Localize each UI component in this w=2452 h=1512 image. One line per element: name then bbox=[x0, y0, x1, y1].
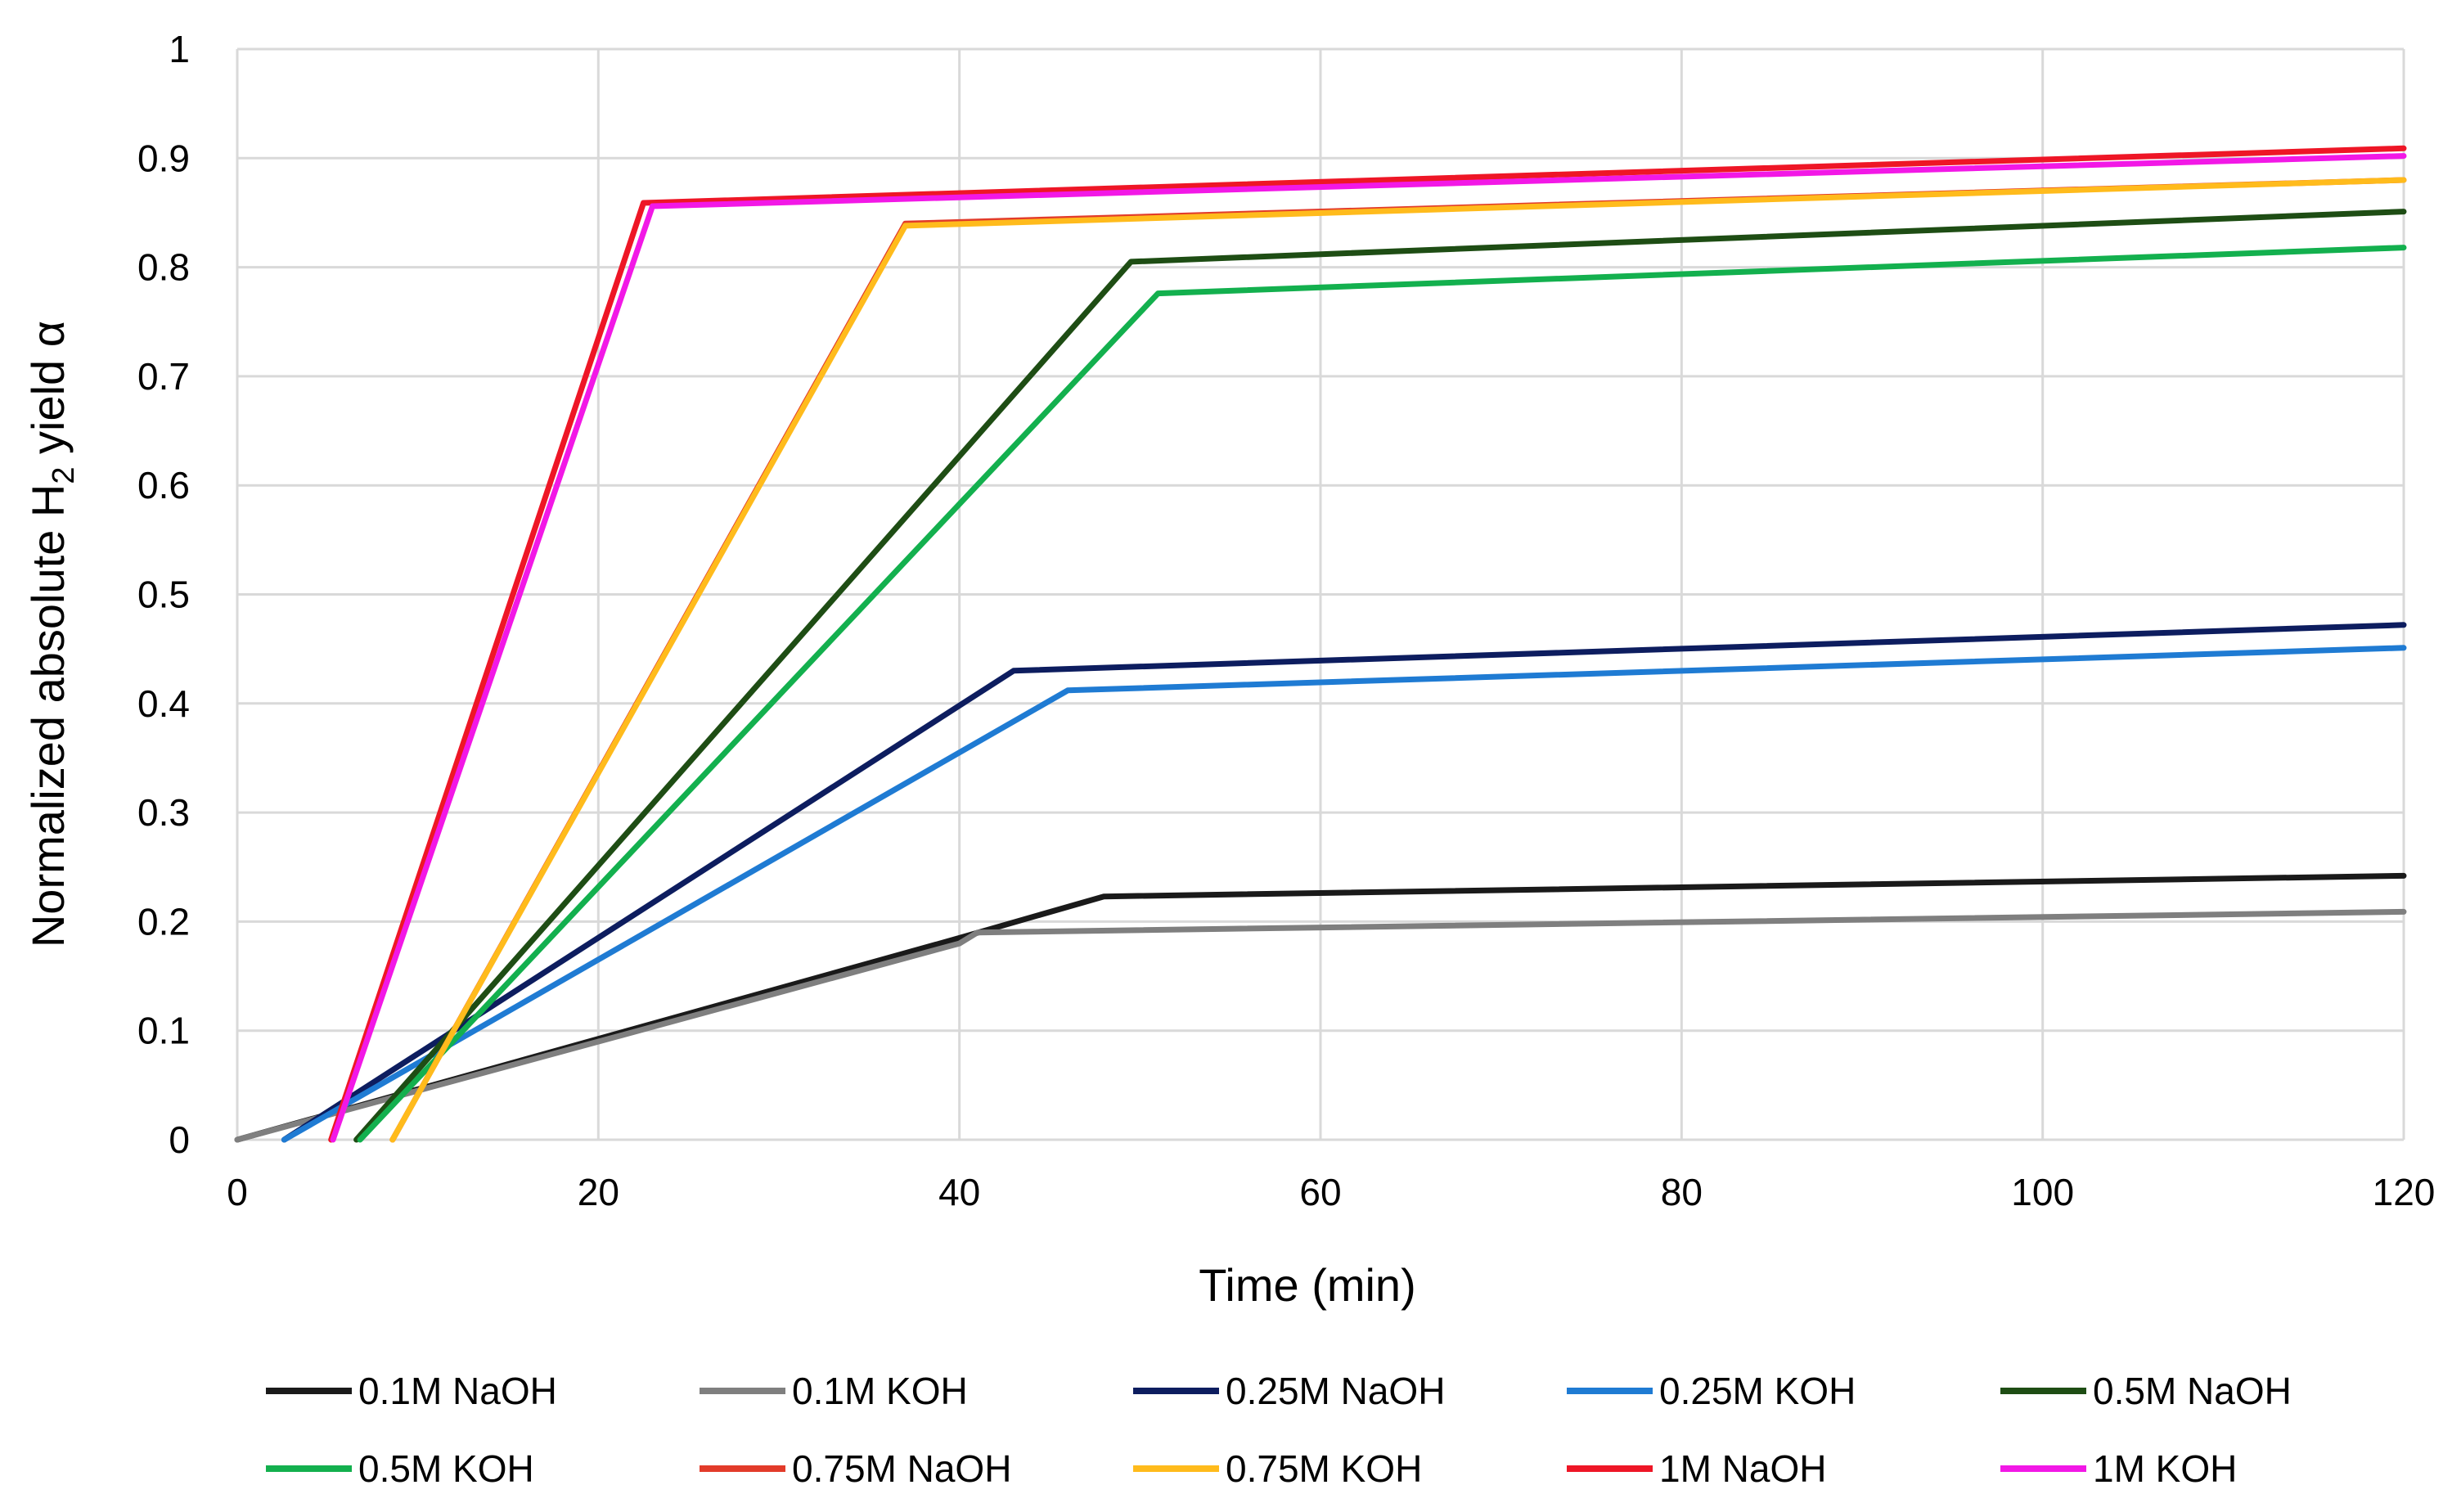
y-axis-title-rest: yield α bbox=[22, 321, 74, 467]
y-tick-label: 0.2 bbox=[137, 900, 190, 943]
legend-label-0-1m-naoh: 0.1M NaOH bbox=[358, 1370, 557, 1412]
y-tick-label: 0.8 bbox=[137, 246, 190, 289]
legend-label-0-25m-naoh: 0.25M NaOH bbox=[1226, 1370, 1445, 1412]
y-axis-title: Normalized absolute H2 yield α bbox=[22, 321, 81, 947]
y-tick-label: 0.3 bbox=[137, 791, 190, 834]
y-tick-label: 0.7 bbox=[137, 355, 190, 398]
series-line-0-25m-koh bbox=[281, 645, 2407, 1143]
x-tick-label: 120 bbox=[2373, 1171, 2436, 1213]
y-tick-label: 0 bbox=[169, 1118, 190, 1161]
legend-label-0-1m-koh: 0.1M KOH bbox=[792, 1370, 968, 1412]
y-tick-label: 0.6 bbox=[137, 464, 190, 506]
x-axis-title: Time (min) bbox=[1199, 1259, 1415, 1311]
legend-label-0-75m-naoh: 0.75M NaOH bbox=[792, 1447, 1011, 1490]
legend-label-0-5m-koh: 0.5M KOH bbox=[358, 1447, 534, 1490]
series-line-0-75m-koh bbox=[389, 177, 2407, 1143]
legend-label-1m-naoh: 1M NaOH bbox=[1659, 1447, 1826, 1490]
x-tick-label: 0 bbox=[227, 1171, 248, 1213]
x-axis-ticks: 0 20 40 60 80 100 120 bbox=[227, 1171, 2435, 1213]
x-tick-label: 100 bbox=[2011, 1171, 2074, 1213]
y-axis-title-subscript: 2 bbox=[47, 467, 81, 484]
series-line-1m-naoh bbox=[328, 145, 2407, 1143]
series-line-0-1m-koh bbox=[234, 908, 2407, 1143]
x-tick-label: 20 bbox=[578, 1171, 619, 1213]
y-axis-ticks: 0 0.1 0.2 0.3 0.4 0.5 0.6 0.7 0.8 0.9 1 bbox=[137, 28, 190, 1161]
series-line-0-5m-naoh bbox=[353, 209, 2407, 1143]
y-tick-label: 1 bbox=[169, 28, 190, 70]
y-tick-label: 0.9 bbox=[137, 137, 190, 179]
x-tick-label: 80 bbox=[1661, 1171, 1703, 1213]
x-tick-label: 40 bbox=[938, 1171, 980, 1213]
series-line-0-25m-naoh bbox=[281, 622, 2407, 1143]
y-tick-label: 0.4 bbox=[137, 682, 190, 725]
gridlines bbox=[236, 47, 2405, 1141]
legend-label-0-5m-naoh: 0.5M NaOH bbox=[2093, 1370, 2292, 1412]
data-series bbox=[234, 145, 2407, 1143]
legend-label-1m-koh: 1M KOH bbox=[2093, 1447, 2237, 1490]
series-line-0-5m-koh bbox=[357, 245, 2407, 1143]
x-tick-label: 60 bbox=[1299, 1171, 1341, 1213]
legend-label-0-75m-koh: 0.75M KOH bbox=[1226, 1447, 1422, 1490]
series-line-1m-koh bbox=[330, 153, 2407, 1143]
legend-label-0-25m-koh: 0.25M KOH bbox=[1659, 1370, 1856, 1412]
y-axis-title-main: Normalized absolute H bbox=[22, 484, 74, 947]
y-tick-label: 0.5 bbox=[137, 574, 190, 616]
legend: 0.1M NaOH 0.1M KOH 0.25M NaOH 0.25M KOH 0.5M… bbox=[266, 1370, 2292, 1490]
y-tick-label: 0.1 bbox=[137, 1010, 190, 1052]
